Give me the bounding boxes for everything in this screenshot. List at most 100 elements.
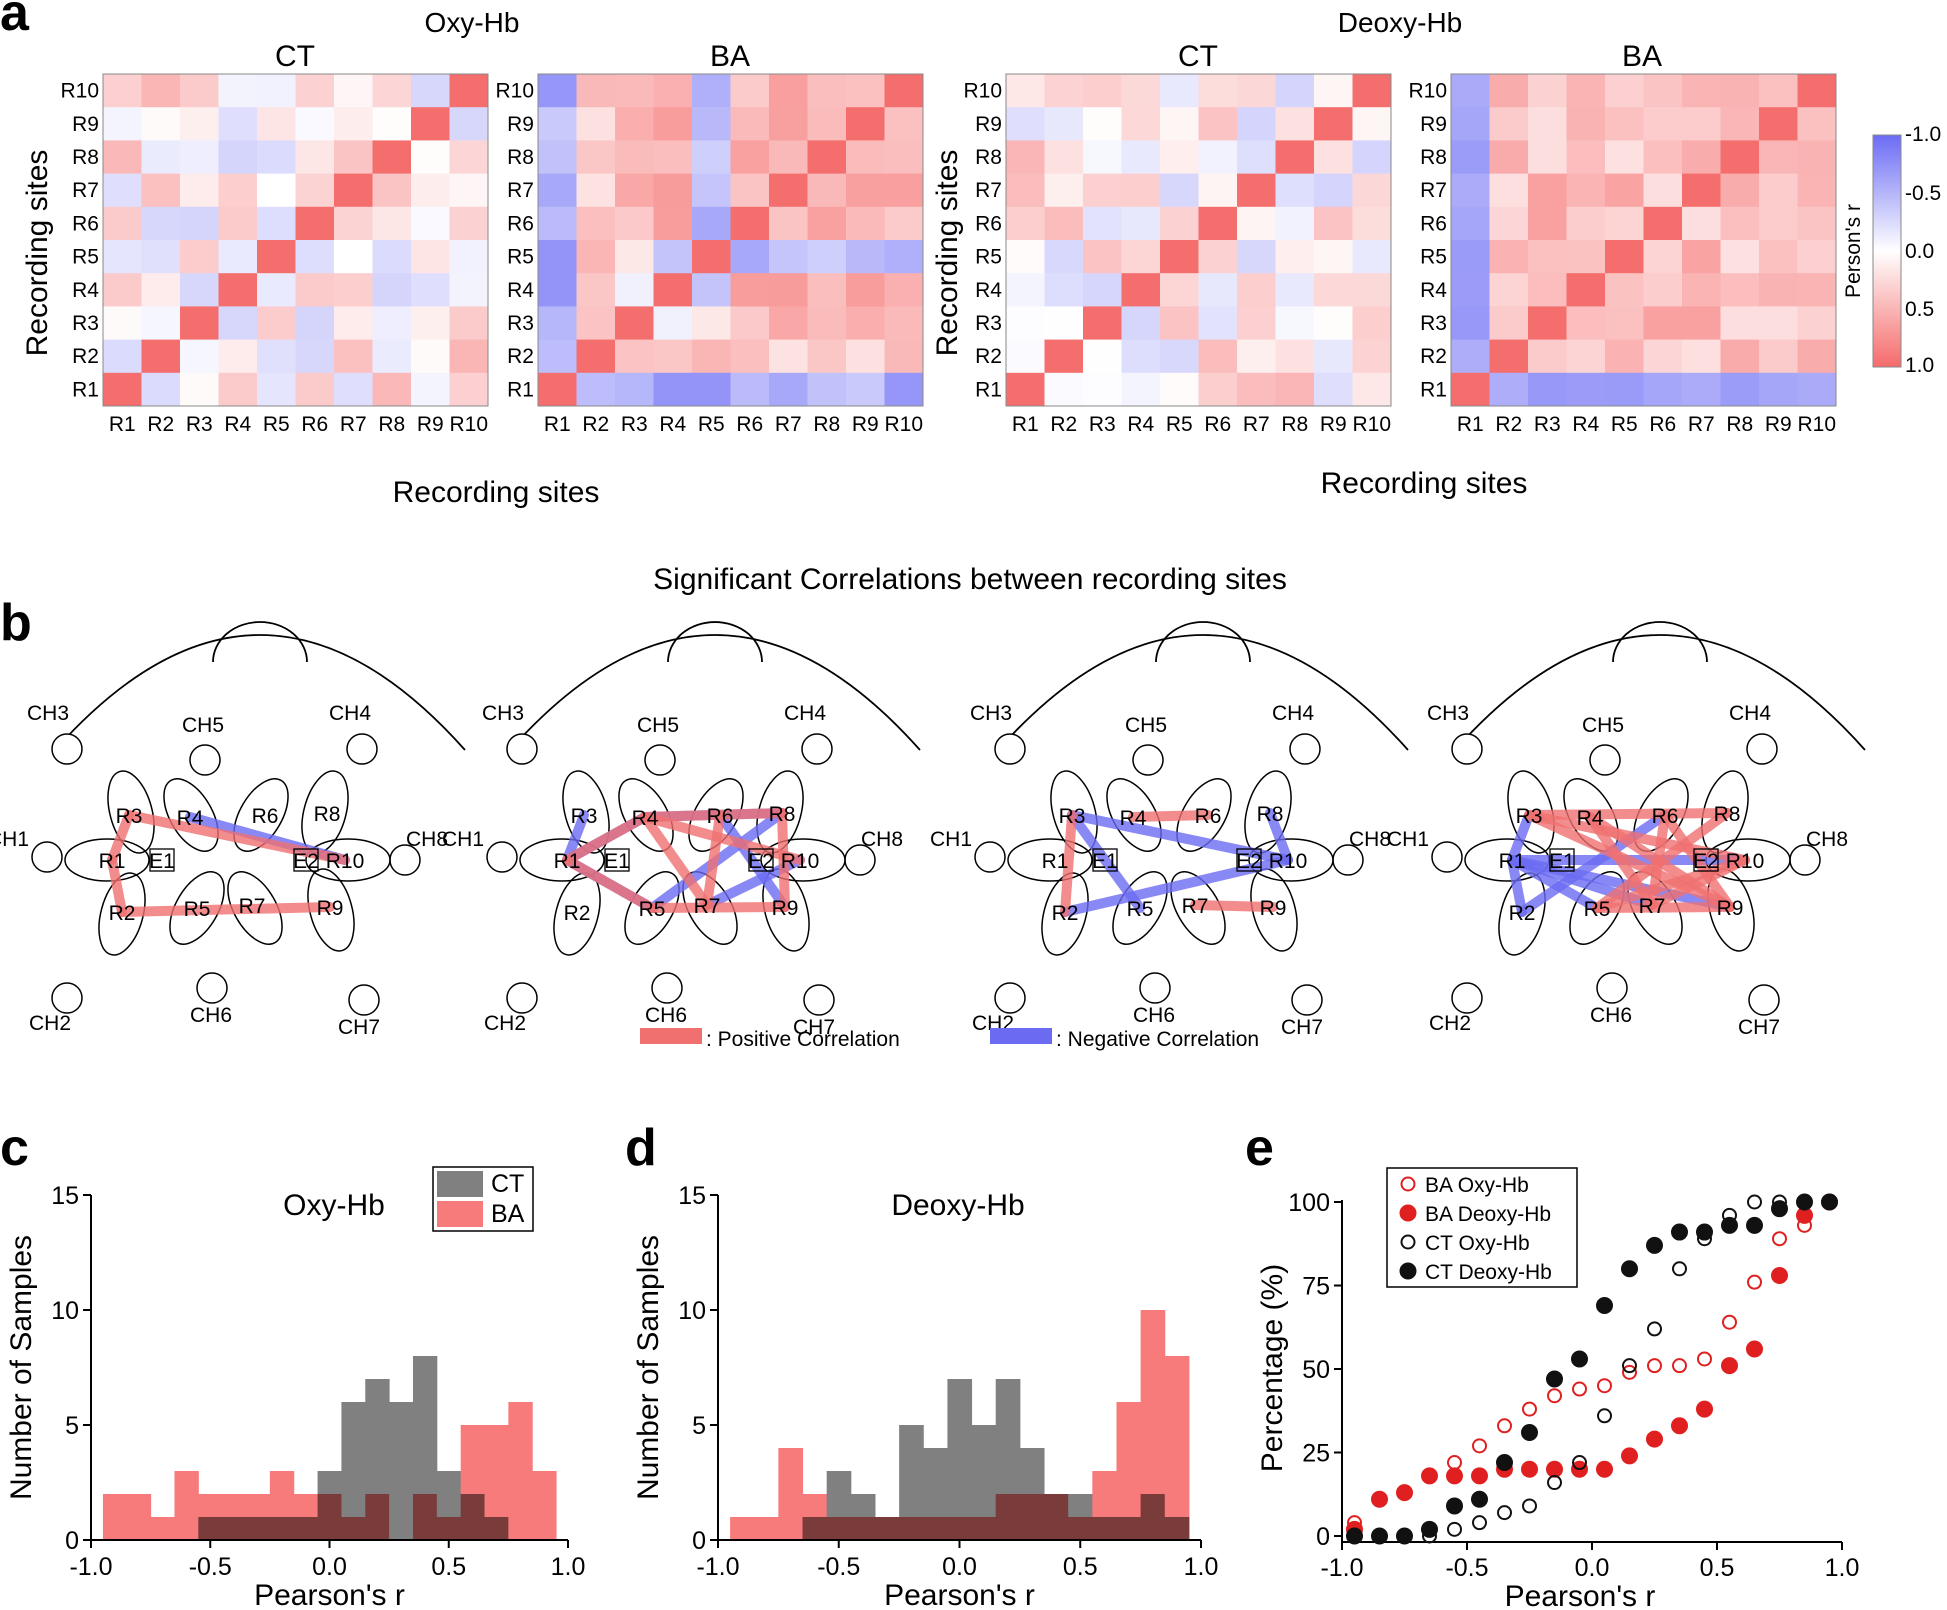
heatmap-title-ba-oxy: BA	[710, 40, 750, 73]
heatmap-cell	[1044, 339, 1084, 374]
histogram-bar-ba	[293, 1494, 319, 1517]
heatmap-cell	[538, 206, 577, 241]
detector-label: E2	[748, 850, 774, 873]
heatmap-cell	[538, 372, 577, 407]
heatmap-cell	[730, 74, 770, 108]
legend-swatch-ba	[437, 1201, 483, 1227]
heatmap-row-label: R5	[507, 246, 534, 269]
channel-marker	[1746, 733, 1778, 765]
histogram-deoxy-hb: 0 5 10 15 -1.0 -0.5 0.0 0.5 1.0 Pearson's r Number…	[632, 1182, 1218, 1610]
channel-label: CH5	[1582, 714, 1624, 737]
histogram-bar-ba	[126, 1494, 152, 1540]
heatmap-cell	[1643, 339, 1683, 374]
heatmap-cell	[1759, 107, 1798, 141]
source-detector-ellipse	[1507, 770, 1555, 854]
x-tick-label: -0.5	[189, 1553, 232, 1581]
heatmap-cell	[1566, 339, 1606, 374]
heatmap-cell	[103, 140, 142, 175]
heatmap-row-label: R2	[507, 345, 534, 368]
region-label: R9	[1717, 897, 1744, 920]
heatmap-col-label: R2	[1050, 413, 1077, 436]
heatmap-cell	[180, 240, 219, 274]
scatter-point	[1646, 1430, 1663, 1448]
heatmap-cell	[1566, 273, 1606, 307]
heatmap-cell	[1275, 306, 1315, 341]
heatmap-cell	[846, 306, 885, 341]
heatmap-cell	[1275, 140, 1315, 175]
channel-marker	[1451, 733, 1483, 765]
heatmap-cell	[1160, 206, 1199, 241]
heatmap-cell	[218, 372, 258, 407]
heatmap-cell	[1489, 140, 1529, 175]
scatter-point	[1671, 1223, 1688, 1241]
heatmap-cell	[103, 206, 142, 241]
heatmap-title-ct-oxy: CT	[275, 40, 315, 73]
heatmap-row-label: R3	[507, 312, 534, 335]
scatter-point	[1521, 1423, 1538, 1441]
scatter-point	[1572, 1381, 1587, 1397]
heatmap-cell	[1682, 306, 1721, 341]
heatmap-row-label: R6	[975, 212, 1002, 235]
scatter-point	[1547, 1475, 1562, 1491]
heatmap-cell	[1121, 74, 1161, 108]
heatmap-cell	[1198, 206, 1238, 241]
heatmap-cell	[769, 74, 808, 108]
heatmap-cell	[411, 273, 450, 307]
heatmap-cell	[449, 173, 489, 208]
heatmap-cell	[769, 372, 808, 407]
region-label: R2	[1509, 902, 1536, 925]
histogram-bar-overlap	[246, 1517, 271, 1540]
region-label: R3	[1059, 805, 1086, 828]
heatmap-cell	[1352, 339, 1392, 374]
histogram-bar-overlap	[198, 1517, 223, 1540]
scatter-point	[1547, 1388, 1562, 1404]
scatter-point	[1371, 1490, 1388, 1508]
heatmap-cell	[1682, 273, 1721, 307]
heatmap-cell	[103, 74, 142, 108]
heatmap-cell	[1720, 140, 1760, 175]
heatmap-cell	[1198, 372, 1238, 407]
channel-label: CH4	[1729, 702, 1771, 725]
heatmap-cell	[653, 206, 693, 241]
panel-letter-c: c	[0, 1119, 29, 1177]
histogram-bar-ct	[947, 1379, 973, 1517]
heatmap-cell	[334, 273, 373, 307]
x-tick-label: 0.5	[1063, 1553, 1098, 1581]
scatter-point	[1497, 1418, 1512, 1434]
detector-box	[748, 848, 774, 872]
heatmap-row-label: R1	[72, 378, 99, 401]
heatmap-cell	[1797, 173, 1837, 208]
heatmap-cell	[411, 107, 450, 141]
heatmap-cell	[1528, 339, 1567, 374]
region-label: R5	[639, 898, 666, 921]
heatmap-cell	[769, 273, 808, 307]
histogram-bar-ct	[995, 1379, 1021, 1494]
channel-marker	[506, 733, 538, 765]
region-label: R8	[314, 803, 341, 826]
heatmap-col-label: R10	[1352, 413, 1391, 436]
source-detector-ellipse	[1050, 770, 1098, 854]
histogram-bar-ba	[730, 1517, 755, 1540]
heatmap-col-label: R3	[1534, 413, 1561, 436]
scatter-point	[1771, 1266, 1788, 1284]
heatmap-cell	[1121, 306, 1161, 341]
histogram-bar-ct	[923, 1448, 948, 1517]
heatmap-cell	[884, 107, 924, 141]
histogram-bar-ct	[365, 1379, 390, 1494]
channel-marker	[644, 744, 676, 776]
region-label: R6	[707, 805, 734, 828]
detector-label: E2	[1236, 850, 1262, 873]
heatmap-cell	[372, 339, 412, 374]
heatmap-cell	[653, 273, 693, 307]
region-label: R4	[632, 807, 659, 830]
heatmap-cell	[1121, 107, 1161, 141]
histogram-bar-ct	[412, 1356, 438, 1494]
heatmap-cell	[1121, 140, 1161, 175]
detector-box	[1092, 848, 1118, 872]
positive-correlation-line	[124, 810, 350, 865]
heatmap-cell	[334, 74, 373, 108]
heatmap-col-label: R10	[449, 413, 488, 436]
heatmap-cell	[1044, 107, 1084, 141]
